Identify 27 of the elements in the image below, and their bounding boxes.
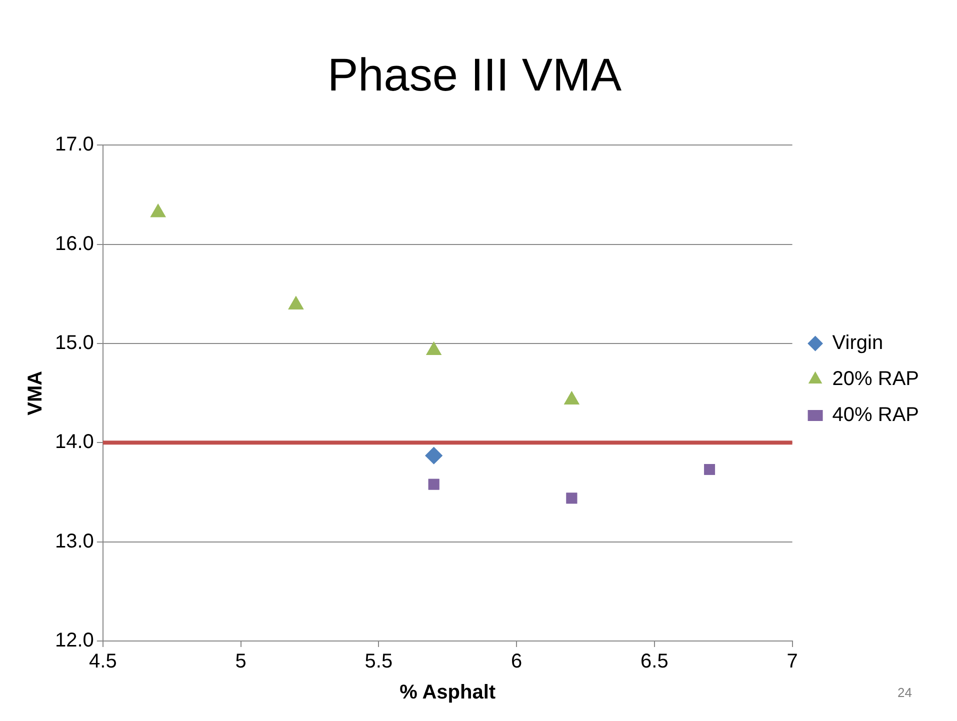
point (564, 392, 580, 405)
legend-label: Virgin (832, 332, 884, 354)
y-tick-label: 17.0 (54, 134, 94, 156)
point (704, 464, 716, 475)
y-tick-label: 12.0 (54, 630, 94, 652)
y-axis-title: VMA (24, 370, 47, 416)
text: 24 (898, 685, 912, 700)
point (566, 492, 578, 504)
x-tick-label: 5.5 (364, 650, 393, 673)
point (428, 478, 440, 490)
x-tick-label: 5 (235, 650, 246, 673)
y-tick-label: 14.0 (54, 431, 94, 454)
x-axis-title: % Asphalt (400, 682, 496, 704)
y-tick-label: 15.0 (54, 332, 94, 354)
legend-label: 20% RAP (832, 368, 920, 390)
point (425, 447, 442, 464)
legend-label: 40% RAP (832, 404, 920, 426)
x-tick-label: 7 (786, 650, 798, 673)
x-tick-label: 4.5 (89, 650, 117, 673)
x-tick-label: 6.5 (640, 650, 668, 673)
chart-title: Phase III VMA (327, 48, 622, 100)
point (426, 342, 442, 355)
point (288, 296, 304, 310)
y-tick-label: 13.0 (54, 530, 94, 552)
y-tick-label: 16.0 (54, 232, 94, 255)
point (150, 204, 166, 218)
x-tick-label: 6 (510, 650, 522, 673)
